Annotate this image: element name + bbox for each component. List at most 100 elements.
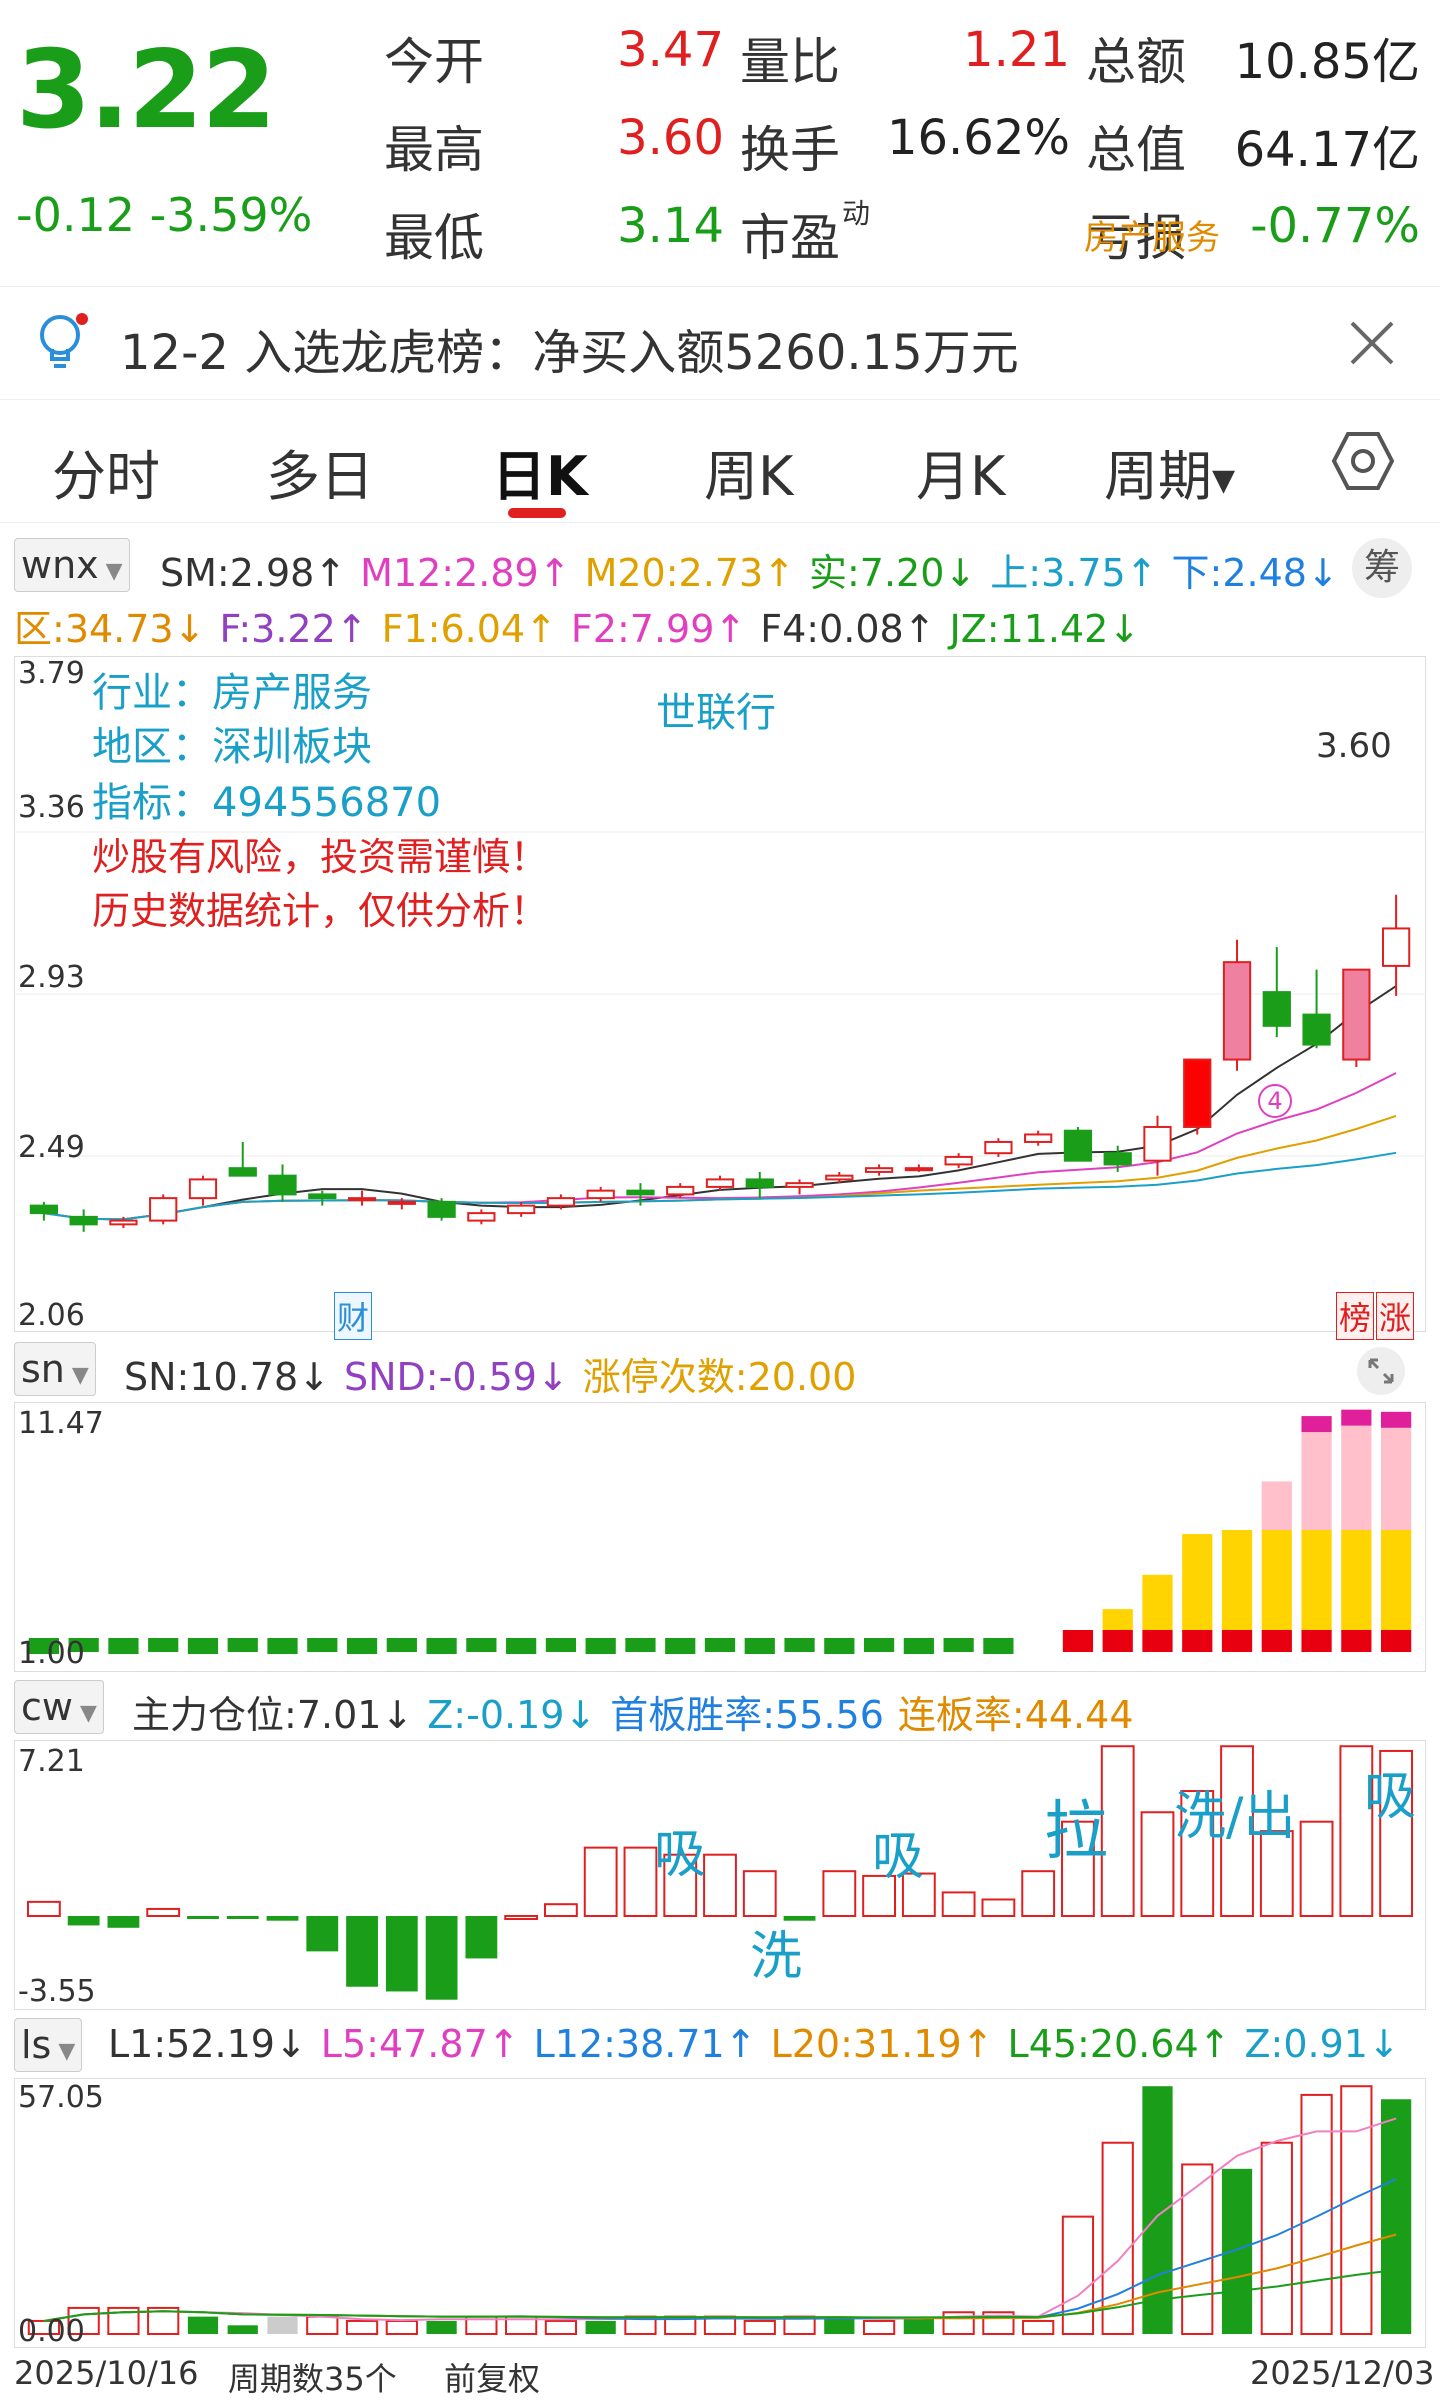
indicator-value: 0.08 bbox=[819, 607, 904, 651]
ls-panel[interactable] bbox=[14, 2078, 1426, 2348]
candle-body[interactable] bbox=[705, 1178, 735, 1188]
quote-label: 总值 bbox=[1086, 121, 1186, 179]
candle-body[interactable] bbox=[427, 1200, 456, 1218]
indicator-name: 涨停次数: bbox=[582, 1355, 748, 1399]
quote-label: 总额 bbox=[1086, 33, 1186, 91]
sn-panel[interactable] bbox=[14, 1402, 1426, 1672]
candle-body[interactable] bbox=[1342, 968, 1371, 1061]
candle-body[interactable] bbox=[586, 1189, 615, 1200]
sector-name[interactable]: 房产服务 bbox=[1084, 218, 1220, 258]
sn-bar bbox=[108, 1638, 139, 1654]
candle-body[interactable] bbox=[666, 1185, 695, 1196]
indicator-arrow: ↑ bbox=[1125, 551, 1158, 595]
indicator-item: 下:2.48↓ bbox=[1172, 551, 1339, 595]
indicator-name: F2: bbox=[570, 607, 630, 651]
indicator-item: JZ:11.42↓ bbox=[950, 607, 1141, 651]
sn-bar-red bbox=[1341, 1630, 1372, 1652]
indicator-name: 首板胜率: bbox=[610, 1693, 776, 1737]
ls-bar bbox=[544, 2319, 578, 2335]
candle-body[interactable] bbox=[1063, 1129, 1093, 1162]
tab-monthly-k[interactable]: 月K bbox=[916, 445, 1006, 508]
tab-multi-day[interactable]: 多日 bbox=[266, 445, 374, 508]
dropdown-triangle-icon: ▼ bbox=[98, 559, 123, 584]
indicator-item: L1:52.19↓ bbox=[108, 2022, 307, 2066]
candle-body[interactable] bbox=[1143, 1125, 1172, 1162]
candle-body[interactable] bbox=[904, 1167, 933, 1172]
cw-panel[interactable] bbox=[14, 1740, 1426, 2010]
kline-indicator-selector[interactable]: wnx ▼ bbox=[14, 538, 130, 592]
candle-body[interactable] bbox=[1262, 991, 1291, 1027]
indicator-value: 3.22 bbox=[251, 607, 336, 651]
candle-body[interactable] bbox=[1222, 961, 1252, 1061]
candle-body[interactable] bbox=[149, 1197, 178, 1222]
sn-indicator-selector[interactable]: sn ▼ bbox=[14, 1342, 96, 1396]
tab-period[interactable]: 周期▼ bbox=[1104, 432, 1235, 511]
cw-phase-label: 吸 bbox=[1364, 1767, 1417, 1827]
candle-body[interactable] bbox=[467, 1212, 496, 1222]
cw-bar bbox=[1220, 1745, 1254, 1918]
sn-bar-red bbox=[1301, 1630, 1332, 1652]
limit-up-badge[interactable]: 涨 bbox=[1376, 1292, 1415, 1340]
indicator-name: 下: bbox=[1171, 551, 1223, 595]
tab-weekly-k[interactable]: 周K bbox=[704, 445, 794, 508]
cw-bar bbox=[187, 1916, 219, 1919]
candle-body[interactable] bbox=[1183, 1058, 1212, 1128]
indicator-value: 20.00 bbox=[747, 1355, 857, 1399]
candle-body[interactable] bbox=[29, 1204, 59, 1215]
indicator-item: 主力仓位:7.01↓ bbox=[132, 1693, 413, 1737]
sn-bar bbox=[187, 1638, 219, 1654]
candle-body[interactable] bbox=[387, 1200, 416, 1205]
indicator-name: SND: bbox=[344, 1355, 439, 1399]
ls-indicator-selector[interactable]: ls ▼ bbox=[14, 2018, 83, 2072]
candle-body[interactable] bbox=[347, 1197, 377, 1202]
kline-axis-label: 2.06 bbox=[18, 1298, 85, 1333]
finance-badge[interactable]: 财 bbox=[334, 1292, 373, 1340]
quote-label: 量比 bbox=[740, 33, 840, 91]
candle-body[interactable] bbox=[546, 1197, 576, 1207]
candle-body[interactable] bbox=[984, 1140, 1013, 1155]
candle-body[interactable] bbox=[228, 1167, 257, 1177]
candle-body[interactable] bbox=[308, 1193, 337, 1200]
cw-bar bbox=[1021, 1870, 1056, 1917]
sn-bar-pink bbox=[1301, 1432, 1332, 1530]
sn-bar-red bbox=[1102, 1630, 1133, 1652]
candle-body[interactable] bbox=[507, 1204, 536, 1215]
ls-bar bbox=[67, 2306, 100, 2336]
cw-bar bbox=[544, 1903, 578, 1917]
candle-body[interactable] bbox=[944, 1155, 973, 1166]
cw-bar bbox=[26, 1900, 61, 1917]
event-marker[interactable]: 4 bbox=[1258, 1084, 1292, 1118]
adjust-mode[interactable]: 前复权 bbox=[444, 2360, 541, 2398]
candle-body[interactable] bbox=[268, 1174, 297, 1196]
candle-body[interactable] bbox=[626, 1189, 655, 1196]
expand-icon[interactable] bbox=[1356, 1346, 1406, 1396]
candle-body[interactable] bbox=[1302, 1013, 1331, 1046]
candle-body[interactable] bbox=[745, 1178, 774, 1188]
candle-body[interactable] bbox=[1381, 927, 1411, 967]
candle-body[interactable] bbox=[1024, 1133, 1053, 1143]
candle-body[interactable] bbox=[1103, 1152, 1132, 1166]
tab-intraday[interactable]: 分时 bbox=[52, 445, 160, 508]
settings-hexagon-icon[interactable] bbox=[1330, 428, 1396, 494]
candle-body[interactable] bbox=[109, 1219, 138, 1226]
indicator-arrow: ↑ bbox=[961, 2022, 994, 2066]
dragon-tiger-badge[interactable]: 榜 bbox=[1336, 1292, 1375, 1340]
cw-indicator-selector[interactable]: cw ▼ bbox=[14, 1680, 104, 1734]
tab-daily-k[interactable]: 日K bbox=[492, 445, 588, 508]
indicator-item: 实:7.20↓ bbox=[809, 551, 976, 595]
kline-axis-label: 2.93 bbox=[18, 960, 85, 995]
candle-body[interactable] bbox=[69, 1215, 98, 1226]
notice-text: 12-2 入选龙虎榜：净买入额5260.15万元 bbox=[120, 325, 1019, 381]
notice-bar[interactable]: 12-2 入选龙虎榜：净买入额5260.15万元 bbox=[0, 286, 1440, 400]
candle-body[interactable] bbox=[825, 1174, 854, 1181]
chip-distribution-button[interactable]: 筹 bbox=[1352, 538, 1412, 598]
candle-body[interactable] bbox=[785, 1182, 814, 1188]
cw-bar bbox=[266, 1916, 299, 1921]
indicator-arrow: ↑ bbox=[763, 551, 795, 595]
indicator-value: 2.89 bbox=[454, 551, 539, 595]
candle-body[interactable] bbox=[188, 1178, 218, 1200]
candle-body[interactable] bbox=[864, 1167, 894, 1173]
indicator-item: L5:47.87↑ bbox=[321, 2022, 520, 2066]
quote-label: 最高 bbox=[384, 121, 484, 179]
close-icon[interactable] bbox=[1346, 317, 1398, 369]
